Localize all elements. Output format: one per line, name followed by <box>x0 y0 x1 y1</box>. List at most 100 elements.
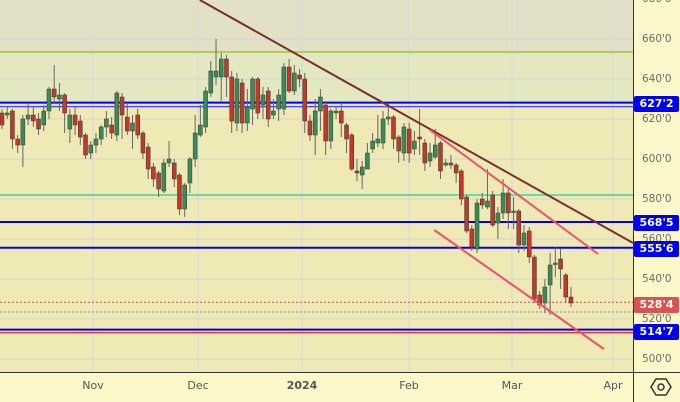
candle-body <box>464 196 469 232</box>
trendline <box>429 129 599 255</box>
upper-zone <box>0 0 633 52</box>
time-tick-label: Dec <box>187 379 209 392</box>
candle-body <box>25 114 31 120</box>
candle-body <box>422 142 428 164</box>
candle-body <box>354 170 360 174</box>
candle-body <box>286 66 292 92</box>
price-tick-label: 540'0 <box>642 273 672 285</box>
candle-body <box>281 66 287 110</box>
candle-body <box>72 114 78 126</box>
candle-body <box>469 228 475 248</box>
price-tick-label: 500'0 <box>642 353 672 365</box>
candle-body <box>224 58 229 78</box>
candle-body <box>161 162 167 192</box>
candle-body <box>312 110 318 136</box>
price-tick-label: 580'0 <box>642 193 672 205</box>
time-axis-bg <box>0 372 633 402</box>
trendline <box>199 0 634 244</box>
time-tick-label: Feb <box>399 379 419 392</box>
candle-body <box>401 126 407 154</box>
candle-body <box>547 264 553 286</box>
candle-body <box>88 144 93 154</box>
mid-zone <box>0 52 633 105</box>
candle-body <box>302 78 308 122</box>
candle-body <box>198 124 203 136</box>
candle-body <box>62 94 67 114</box>
settings-icon[interactable] <box>650 377 672 397</box>
candle-body <box>526 230 532 258</box>
candle-body <box>83 134 88 156</box>
candle-body <box>427 152 433 162</box>
candle-body <box>506 192 511 214</box>
candle-body <box>495 212 501 224</box>
candle-body <box>375 138 381 144</box>
candle-body <box>417 136 422 140</box>
candle-body <box>459 170 464 200</box>
candle-body <box>307 120 313 136</box>
time-tick-label: Apr <box>603 379 623 392</box>
candle-body <box>396 136 401 152</box>
candle-body <box>203 90 208 128</box>
candle-body <box>521 232 527 246</box>
candle-body <box>412 140 417 150</box>
candle-body <box>344 124 349 140</box>
candle-body <box>292 72 297 92</box>
candle-body <box>479 198 485 206</box>
price-tick-label: 520'0 <box>642 313 672 325</box>
candle-body <box>370 140 375 150</box>
candle-body <box>46 88 52 112</box>
candle-body <box>4 112 10 116</box>
candle-body <box>10 110 15 140</box>
candle-body <box>250 78 255 110</box>
candle-body <box>563 274 569 298</box>
candle-body <box>20 118 26 146</box>
candle-body <box>31 114 36 122</box>
candle-body <box>36 118 41 130</box>
candle-body <box>104 118 109 128</box>
candle-body <box>239 82 245 124</box>
time-tick-label: Mar <box>501 379 523 392</box>
price-tick-label: 660'0 <box>642 33 672 45</box>
candle-body <box>166 158 172 164</box>
candle-body <box>109 124 114 134</box>
level-badge-555: 555'6 <box>634 241 679 257</box>
candle-body <box>41 110 47 126</box>
candle-body <box>140 132 146 154</box>
candle-body <box>297 74 302 80</box>
price-tick-label: 620'0 <box>642 113 672 125</box>
candle-body <box>328 110 334 142</box>
candle-body <box>453 164 459 174</box>
candle-body <box>78 120 83 138</box>
candle-body <box>51 88 57 98</box>
candle-body <box>156 172 161 190</box>
candle-body <box>386 116 391 120</box>
candle-body <box>380 118 386 144</box>
candle-body <box>339 110 344 124</box>
candle-body <box>187 158 193 184</box>
candle-body <box>229 76 234 122</box>
time-tick-label: Nov <box>82 379 104 392</box>
candle-body <box>542 286 548 304</box>
candle-body <box>568 296 574 304</box>
candle-body <box>406 128 412 154</box>
level-badge-514: 514'7 <box>634 324 679 340</box>
candle-body <box>323 104 328 142</box>
candle-body <box>438 142 443 172</box>
candle-body <box>443 162 448 166</box>
candle-body <box>265 90 271 120</box>
level-badge-627: 627'2 <box>634 96 679 112</box>
candle-body <box>182 184 187 210</box>
last-price-badge: 528'4 <box>634 297 679 313</box>
candle-body <box>57 94 62 100</box>
candle-body <box>532 256 537 300</box>
candle-body <box>349 134 354 170</box>
candle-body <box>558 258 563 270</box>
candle-body <box>135 114 140 136</box>
candle-body <box>145 146 151 170</box>
candle-body <box>391 116 396 140</box>
candle-body <box>365 152 370 170</box>
candle-body <box>511 210 516 213</box>
candle-body <box>130 122 135 132</box>
candle-body <box>67 114 73 130</box>
